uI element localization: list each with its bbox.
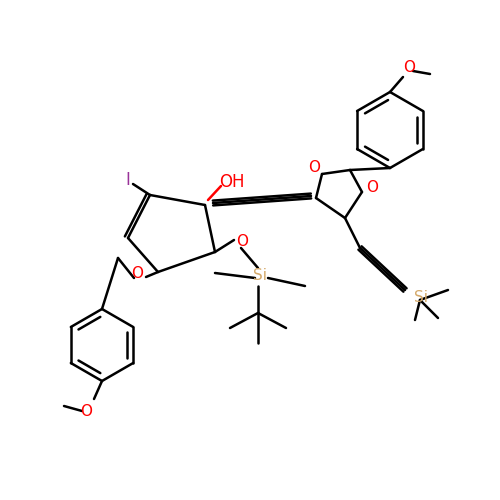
Text: I: I xyxy=(126,171,130,189)
Text: Si: Si xyxy=(414,290,428,306)
Text: O: O xyxy=(366,180,378,194)
Text: O: O xyxy=(403,60,415,76)
Text: O: O xyxy=(236,234,248,250)
Text: O: O xyxy=(80,404,92,418)
Text: OH: OH xyxy=(219,173,245,191)
Text: O: O xyxy=(308,160,320,174)
Text: Si: Si xyxy=(253,268,267,283)
Text: O: O xyxy=(131,266,143,280)
